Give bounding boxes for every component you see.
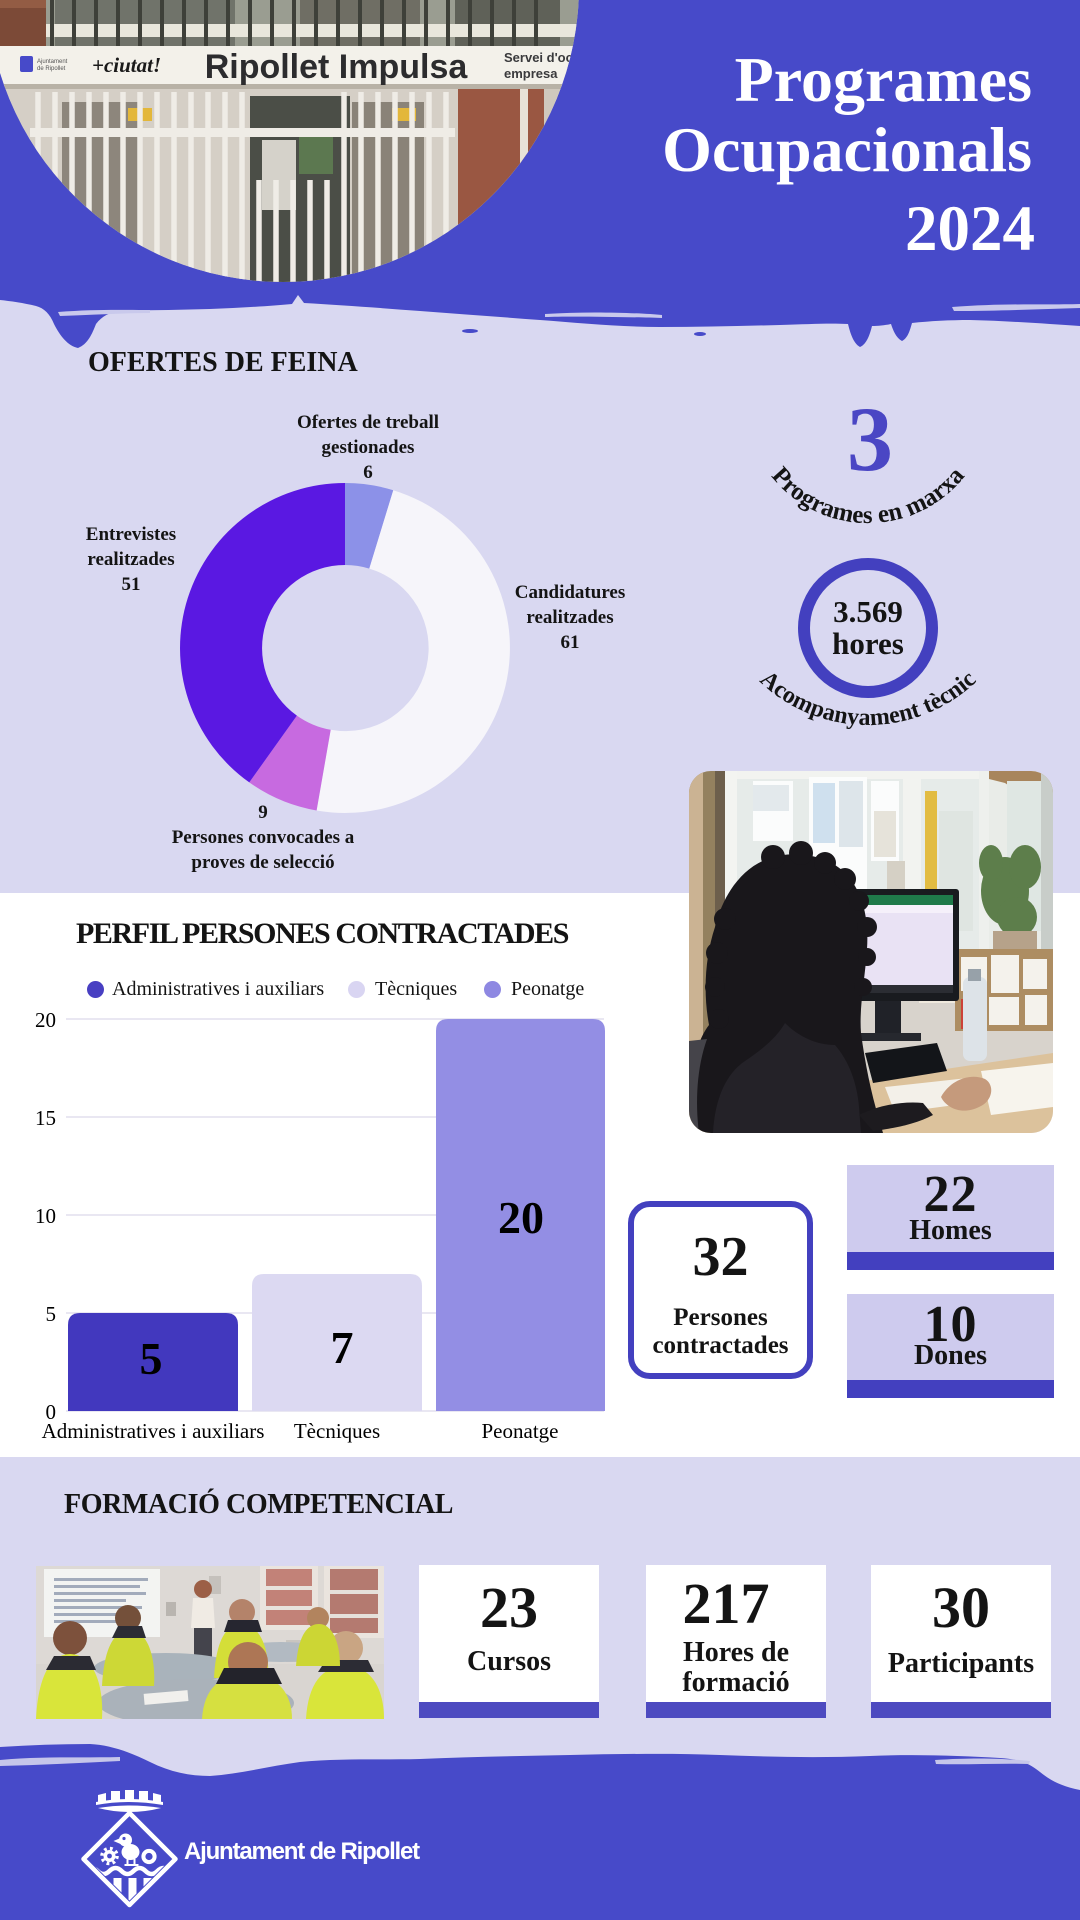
svg-text:5: 5: [46, 1302, 57, 1326]
svg-text:7: 7: [331, 1322, 354, 1373]
svg-text:3.569: 3.569: [833, 594, 903, 629]
svg-text:Programes en marxa: Programes en marxa: [766, 462, 970, 529]
svg-text:15: 15: [35, 1106, 56, 1130]
svg-text:Ajuntament: Ajuntament: [37, 59, 68, 65]
svg-text:Peonatge: Peonatge: [482, 1419, 559, 1443]
svg-text:Tècniques: Tècniques: [294, 1419, 380, 1443]
svg-text:empresa: empresa: [504, 66, 558, 81]
svg-text:Administratives i auxiliars: Administratives i auxiliars: [42, 1419, 265, 1443]
svg-text:de Ripollet: de Ripollet: [37, 66, 66, 72]
svg-text:20: 20: [35, 1008, 56, 1032]
svg-text:Acompanyament tècnic: Acompanyament tècnic: [755, 666, 981, 731]
svg-text:Servei d'oc: Servei d'oc: [504, 50, 573, 65]
svg-text:+ciutat!: +ciutat!: [92, 53, 161, 77]
svg-text:hores: hores: [832, 626, 904, 661]
svg-text:10: 10: [35, 1204, 56, 1228]
svg-text:0: 0: [46, 1400, 57, 1424]
svg-text:5: 5: [140, 1333, 163, 1384]
svg-text:Ripollet Impulsa: Ripollet Impulsa: [205, 48, 469, 86]
svg-text:20: 20: [498, 1192, 544, 1243]
